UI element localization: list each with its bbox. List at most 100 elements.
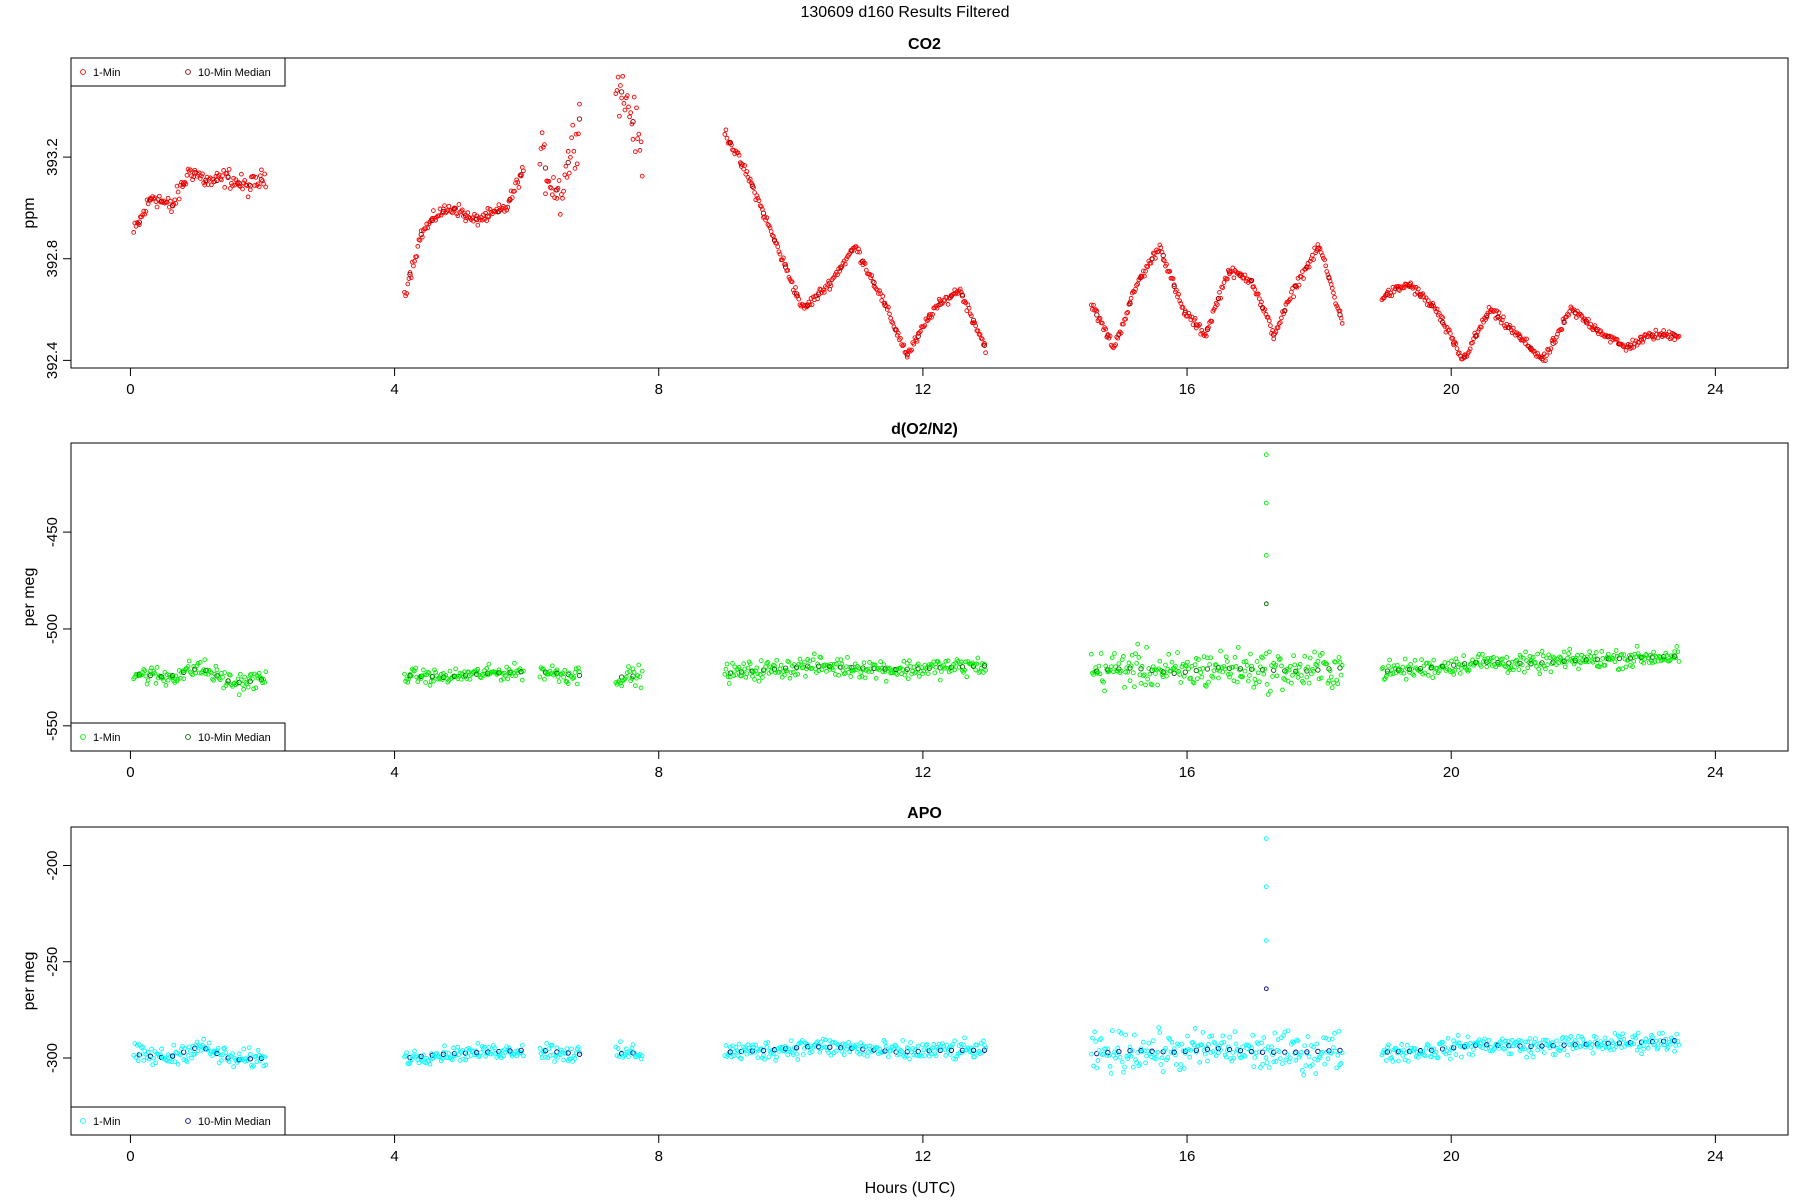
point-1min (729, 142, 734, 148)
plot-frame (70, 57, 1789, 369)
point-1min (972, 1054, 977, 1059)
point-1min (787, 675, 793, 681)
point-1min (901, 658, 907, 664)
point-1min (454, 673, 460, 679)
point-1min (824, 1045, 829, 1050)
point-1min (1298, 673, 1304, 678)
point-1min (163, 682, 169, 688)
point-1min (830, 275, 836, 281)
point-1min (1220, 1033, 1226, 1039)
point-1min (787, 1049, 793, 1055)
point-1min (857, 1051, 862, 1057)
point-median (1116, 331, 1122, 337)
point-1min (848, 674, 854, 679)
point-1min (898, 336, 903, 341)
point-1min (152, 1049, 158, 1054)
point-median (1384, 668, 1391, 674)
point-1min (815, 296, 820, 302)
point-1min (774, 1054, 780, 1060)
point-1min (794, 1051, 799, 1057)
point-1min (1203, 684, 1209, 689)
point-1min (755, 195, 761, 201)
point-1min (776, 249, 782, 255)
x-tick-label: 8 (655, 381, 663, 398)
point-1min (554, 667, 560, 673)
y-axis-title: per meg (21, 568, 38, 627)
point-median (1226, 1046, 1233, 1053)
point-1min (616, 113, 622, 119)
point-1min (976, 670, 982, 675)
point-1min (215, 1045, 221, 1051)
point-1min (912, 670, 918, 676)
point-1min (846, 670, 851, 675)
point-1min (1184, 1047, 1189, 1053)
point-1min (762, 1056, 767, 1062)
point-1min (1328, 1050, 1334, 1056)
point-1min (491, 1043, 496, 1048)
point-1min (732, 1049, 738, 1055)
point-median (485, 670, 491, 676)
point-1min (556, 679, 562, 684)
point-1min (221, 168, 226, 173)
point-1min (1091, 1063, 1096, 1069)
point-1min (1631, 658, 1637, 664)
point-1min (1268, 688, 1273, 694)
point-median (418, 231, 424, 238)
point-1min (1210, 675, 1216, 680)
point-1min (1127, 1044, 1133, 1050)
point-1min (456, 202, 462, 207)
point-1min (237, 671, 243, 677)
point-1min (1266, 1065, 1272, 1070)
point-1min (1409, 666, 1415, 672)
point-1min (1306, 264, 1312, 270)
point-1min (506, 1045, 512, 1051)
point-1min (811, 651, 817, 657)
point-1min (939, 1047, 944, 1052)
point-1min (785, 658, 791, 664)
point-1min (1117, 329, 1123, 335)
point-median (1561, 658, 1567, 664)
point-1min (1124, 665, 1130, 671)
point-1min (1190, 322, 1196, 327)
point-1min (1523, 649, 1528, 655)
point-1min (1525, 665, 1531, 671)
point-1min (772, 663, 777, 669)
point-1min (639, 668, 645, 674)
y-tick-label: -500 (44, 614, 61, 644)
point-1min (1247, 673, 1252, 678)
point-median (760, 1047, 767, 1054)
point-1min (1188, 1047, 1194, 1053)
point-1min (193, 670, 199, 676)
point-median (247, 1056, 253, 1062)
point-1min (793, 672, 798, 678)
point-1min (1663, 1037, 1669, 1042)
point-1min (1171, 1046, 1177, 1051)
point-1min (1103, 1046, 1109, 1052)
point-1min (1284, 667, 1290, 672)
point-1min (1263, 1055, 1269, 1061)
point-1min (1492, 1046, 1497, 1051)
point-median (1572, 657, 1578, 663)
point-spike (1263, 836, 1269, 841)
point-median (1127, 665, 1133, 671)
point-1min (1088, 1051, 1094, 1057)
point-median (1660, 332, 1667, 338)
point-1min (916, 673, 922, 679)
point-1min (221, 685, 226, 691)
point-1min (1408, 661, 1413, 667)
point-1min (834, 661, 839, 667)
point-1min (1424, 660, 1430, 666)
point-1min (1276, 1049, 1282, 1054)
point-1min (1621, 1036, 1627, 1042)
point-1min (1331, 680, 1336, 686)
point-1min (635, 673, 640, 678)
point-1min (1645, 1045, 1651, 1051)
point-1min (939, 669, 944, 674)
point-1min (1200, 1030, 1206, 1035)
point-1min (1543, 666, 1548, 672)
point-1min (423, 226, 428, 231)
point-1min (1137, 1061, 1143, 1067)
point-1min (1514, 657, 1519, 663)
point-1min (1339, 1050, 1345, 1056)
point-1min (419, 234, 425, 240)
